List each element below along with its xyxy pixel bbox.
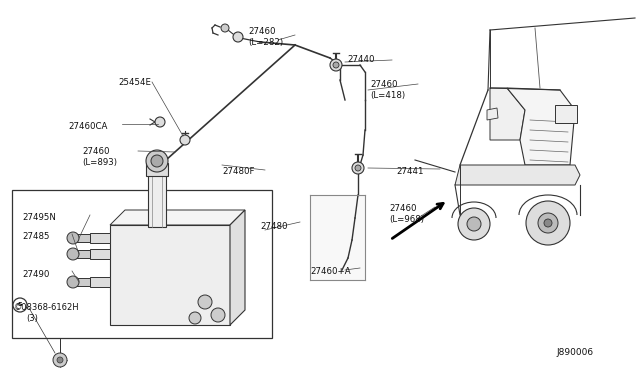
- Circle shape: [467, 217, 481, 231]
- Text: 27460: 27460: [82, 147, 109, 156]
- Text: 27460: 27460: [389, 204, 417, 213]
- Bar: [90, 277, 110, 287]
- Polygon shape: [110, 225, 230, 325]
- Bar: [12, 190, 272, 338]
- Circle shape: [544, 219, 552, 227]
- Circle shape: [198, 295, 212, 309]
- Circle shape: [67, 248, 79, 260]
- Circle shape: [13, 298, 27, 312]
- Text: S: S: [18, 302, 22, 308]
- Circle shape: [538, 213, 558, 233]
- Text: 27441: 27441: [396, 167, 424, 176]
- Circle shape: [57, 357, 63, 363]
- Text: 25454E: 25454E: [118, 78, 151, 87]
- Text: ©08368-6162H: ©08368-6162H: [14, 303, 79, 312]
- Polygon shape: [507, 88, 575, 165]
- Circle shape: [189, 312, 201, 324]
- Circle shape: [180, 135, 190, 145]
- Polygon shape: [455, 165, 580, 185]
- Circle shape: [67, 276, 79, 288]
- Circle shape: [155, 117, 165, 127]
- Text: 27460+A: 27460+A: [310, 267, 351, 276]
- Bar: [75, 278, 90, 286]
- Circle shape: [330, 59, 342, 71]
- Circle shape: [233, 32, 243, 42]
- Polygon shape: [487, 108, 498, 120]
- Circle shape: [333, 62, 339, 68]
- Circle shape: [146, 150, 168, 172]
- Text: 27480F: 27480F: [222, 167, 255, 176]
- Bar: [75, 250, 90, 258]
- Text: (L=418): (L=418): [370, 91, 405, 100]
- Polygon shape: [110, 210, 245, 225]
- Text: 27490: 27490: [22, 270, 49, 279]
- Text: 27460CA: 27460CA: [68, 122, 108, 131]
- Circle shape: [151, 155, 163, 167]
- Bar: [90, 249, 110, 259]
- Circle shape: [221, 24, 229, 32]
- Text: 27460: 27460: [370, 80, 397, 89]
- Bar: [310, 195, 365, 280]
- Circle shape: [458, 208, 490, 240]
- Bar: [555, 105, 577, 123]
- Text: (L=282): (L=282): [248, 38, 283, 47]
- Text: 27480: 27480: [260, 222, 287, 231]
- Circle shape: [53, 353, 67, 367]
- Bar: [146, 163, 168, 176]
- Circle shape: [67, 232, 79, 244]
- Bar: [148, 175, 166, 227]
- Circle shape: [526, 201, 570, 245]
- Text: (3): (3): [26, 314, 38, 323]
- Bar: [75, 234, 90, 242]
- Text: 27495N: 27495N: [22, 213, 56, 222]
- Circle shape: [355, 165, 361, 171]
- Text: (L=968): (L=968): [389, 215, 424, 224]
- Polygon shape: [490, 88, 525, 140]
- Text: 27440: 27440: [347, 55, 374, 64]
- Circle shape: [352, 162, 364, 174]
- Bar: [90, 233, 110, 243]
- Text: (L=893): (L=893): [82, 158, 117, 167]
- Polygon shape: [230, 210, 245, 325]
- Circle shape: [211, 308, 225, 322]
- Text: 27485: 27485: [22, 232, 49, 241]
- Text: J890006: J890006: [556, 348, 593, 357]
- Text: 27460: 27460: [248, 27, 275, 36]
